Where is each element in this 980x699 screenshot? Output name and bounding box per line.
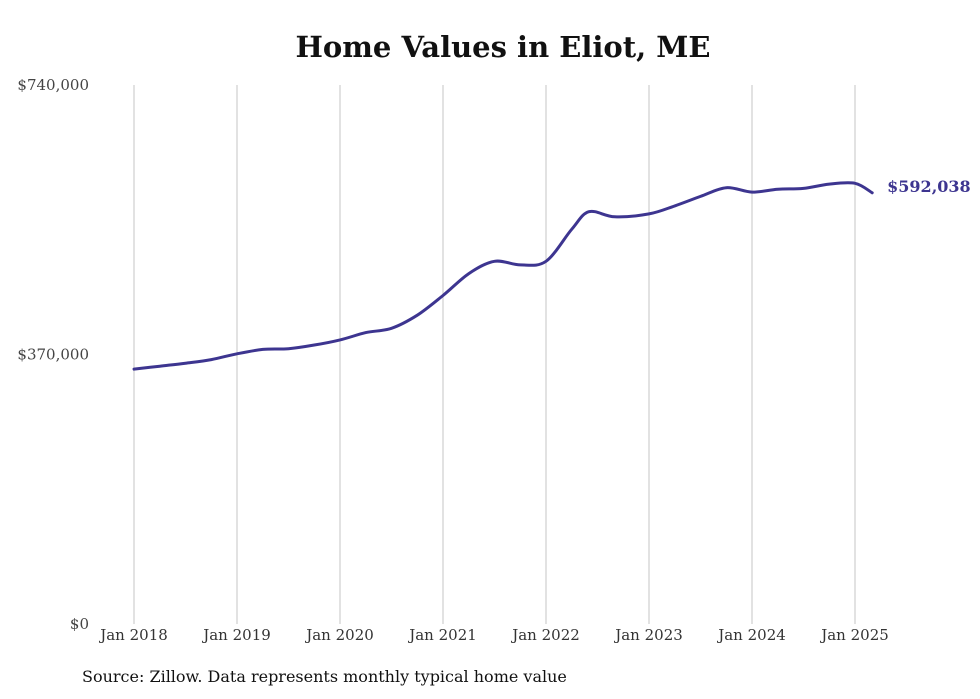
x-tick-label: Jan 2023 xyxy=(613,626,683,644)
y-axis-ticks: $0 $370,000 $740,000 xyxy=(17,76,89,633)
series-line xyxy=(132,181,874,371)
y-tick-label: $740,000 xyxy=(17,76,89,94)
series-layer: $592,038 xyxy=(132,177,971,371)
x-tick-label: Jan 2025 xyxy=(819,626,889,644)
x-tick-label: Jan 2021 xyxy=(407,626,477,644)
y-tick-label: $0 xyxy=(70,615,89,633)
x-tick-label: Jan 2018 xyxy=(98,626,168,644)
y-tick-label: $370,000 xyxy=(17,346,89,364)
x-tick-label: Jan 2022 xyxy=(510,626,580,644)
x-axis-ticks: Jan 2018 Jan 2019 Jan 2020 Jan 2021 Jan 2022… xyxy=(98,626,889,644)
x-tick-label: Jan 2020 xyxy=(304,626,374,644)
end-value-label: $592,038 xyxy=(887,177,971,196)
x-tick-label: Jan 2024 xyxy=(716,626,786,644)
chart-title: Home Values in Eliot, ME xyxy=(295,30,711,64)
gridlines xyxy=(133,85,856,624)
x-tick-label: Jan 2019 xyxy=(201,626,271,644)
source-note: Source: Zillow. Data represents monthly … xyxy=(82,667,567,686)
